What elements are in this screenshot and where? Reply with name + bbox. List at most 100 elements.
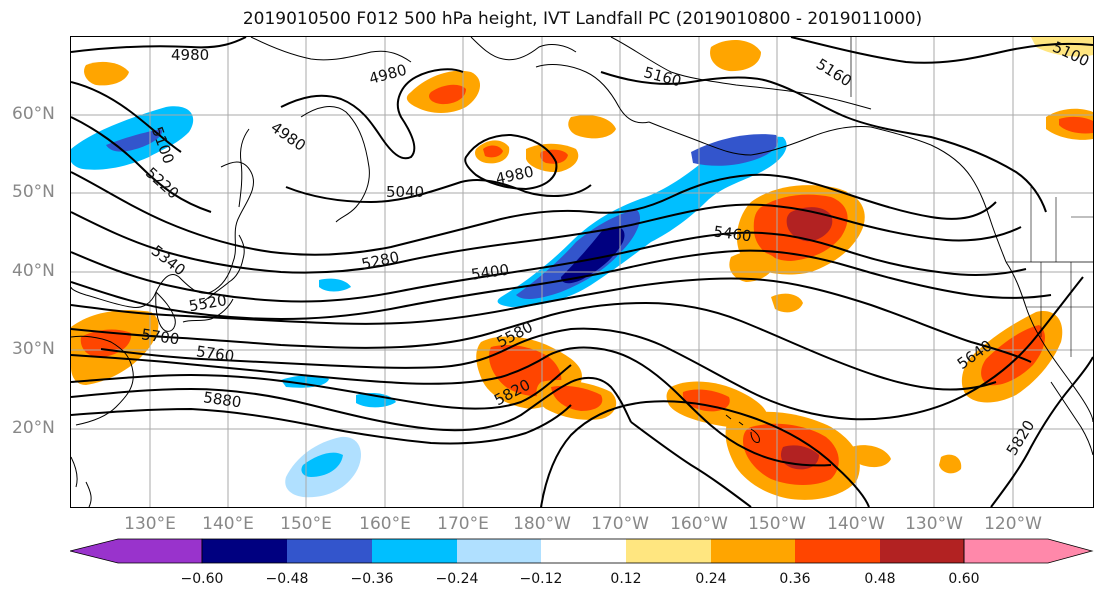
contour-5700 — [71, 346, 832, 467]
colorbar-tick-label: −0.60 — [180, 571, 224, 587]
colorbar — [70, 538, 1094, 564]
lon-label-150w: 150°W — [748, 514, 806, 534]
colorbar-segment-6 — [626, 539, 711, 563]
contour-5520 — [71, 277, 1032, 363]
coast-siberia-north — [250, 37, 412, 63]
colorbar-tick-label: −0.36 — [350, 571, 394, 587]
lon-label-180w: 180°W — [513, 514, 571, 534]
ivt-positive-mid-east-4 — [939, 454, 962, 474]
ivt-positive-north-2-core — [483, 145, 503, 158]
lon-label-120w: 120°W — [984, 514, 1042, 534]
lat-label-50n: 50°N — [12, 182, 55, 202]
map-title: 2019010500 F012 500 hPa height, IVT Land… — [242, 9, 923, 29]
contour-5400 — [71, 231, 1027, 303]
coast-philippines — [71, 456, 92, 507]
coast-mexico — [1050, 381, 1093, 456]
contour-label-5820-b: 5820 — [1003, 417, 1039, 459]
contour-label-4980-a: 4980 — [171, 46, 209, 64]
ivt-positive-mid-east-3 — [851, 445, 891, 468]
contour-5760 — [71, 364, 572, 410]
ivt-negative-jet-band-core — [561, 226, 625, 284]
map-canvas: 4980 4980 4980 4980 5100 5100 5160 5160 … — [71, 37, 1093, 507]
ivt-negative-gulf — [691, 134, 779, 166]
ivt-positive-north-5 — [568, 115, 616, 139]
colorbar-segment-1 — [202, 539, 287, 563]
lon-label-140e: 140°E — [202, 514, 254, 534]
contour-5880 — [71, 404, 572, 445]
colorbar-tick-label: 0.36 — [779, 571, 811, 587]
coast-sakhalin — [238, 128, 250, 208]
lon-label-140w: 140°W — [827, 514, 885, 534]
colorbar-tick-label: −0.12 — [519, 571, 563, 587]
lon-label-160e: 160°E — [359, 514, 411, 534]
ivt-negative-west-pacific-core — [106, 129, 162, 152]
contour-5220 — [71, 116, 212, 213]
coast-aleutians — [648, 121, 752, 156]
contour-label-5460: 5460 — [712, 222, 752, 245]
contour-label-5340: 5340 — [148, 242, 189, 280]
contour-label-5400: 5400 — [470, 261, 510, 284]
coast-kamchatka — [300, 106, 370, 223]
colorbar-outline — [201, 538, 965, 564]
colorbar-segment-9 — [880, 539, 964, 563]
ivt-negative-south-4 — [319, 278, 351, 292]
contour-label-5760: 5760 — [195, 342, 235, 365]
contour-label-5160-a: 5160 — [642, 63, 684, 90]
lon-label-170e: 170°E — [437, 514, 489, 534]
ivt-positive-far-northeast — [1031, 37, 1093, 57]
coast-hawaii — [725, 414, 760, 443]
contour-5340 — [71, 203, 1022, 274]
contour-label-5160-b: 5160 — [813, 55, 855, 91]
lat-label-30n: 30°N — [12, 339, 55, 359]
colorbar-segment-3 — [372, 539, 457, 563]
lon-label-150e: 150°E — [280, 514, 332, 534]
contour-label-5700: 5700 — [140, 325, 180, 348]
contour-5460 — [71, 249, 1052, 321]
coast-chukotka — [470, 37, 577, 61]
contour-5640 — [100, 276, 1084, 421]
contour-label-4980-b: 4980 — [367, 61, 409, 88]
colorbar-tick-label: 0.12 — [610, 571, 642, 587]
border-state-1 — [1030, 187, 1093, 262]
ivt-positive-northeast-pacific-core — [786, 207, 833, 242]
contour-5820-east — [630, 421, 752, 507]
coast-china — [71, 335, 134, 426]
lon-label-130e: 130°E — [124, 514, 176, 534]
coastlines — [71, 37, 1093, 507]
contour-5100-east — [790, 37, 1093, 64]
lon-label-130w: 130°W — [905, 514, 963, 534]
lon-label-160w: 160°W — [670, 514, 728, 534]
contour-label-5040: 5040 — [386, 183, 424, 201]
contour-5040 — [285, 179, 592, 204]
ivt-positive-northwest — [84, 61, 129, 86]
contour-4980-low — [464, 133, 558, 191]
contour-label-5520: 5520 — [187, 291, 228, 315]
coast-alaska-west — [535, 64, 650, 124]
lat-label-60n: 60°N — [12, 104, 55, 124]
contour-label-5880: 5880 — [202, 388, 242, 411]
coast-japan — [202, 234, 245, 303]
ivt-positive-central-2-core — [551, 385, 603, 411]
contour-5580 — [71, 301, 997, 391]
ivt-positive-mid-east — [729, 251, 776, 282]
colorbar-segment-8 — [795, 539, 880, 563]
ivt-positive-far-east-core — [1059, 116, 1093, 134]
contour-5160-east — [600, 71, 1047, 213]
contour-label-4980-d: 4980 — [494, 162, 535, 188]
ivt-positive-north-1-core — [429, 84, 466, 105]
lon-label-170w: 170°W — [591, 514, 649, 534]
contour-5820-west — [71, 376, 632, 432]
ivt-positive-hawaii-core — [682, 389, 730, 412]
contour-5100-west — [71, 81, 182, 153]
contour-5820-se — [990, 356, 1093, 507]
contour-4980-west — [280, 68, 464, 160]
colorbar-segment-5 — [541, 539, 626, 563]
ivt-negative-south-2 — [281, 375, 329, 388]
coast-us-west — [1005, 261, 1093, 423]
coast-japan-south — [182, 298, 234, 323]
ivt-negative-south-1-core — [301, 452, 343, 477]
colorbar-tick-label: −0.24 — [435, 571, 479, 587]
coast-bc — [930, 144, 1007, 263]
contour-label-4980-c: 4980 — [267, 118, 309, 155]
contour-subtropical-high — [540, 400, 870, 507]
